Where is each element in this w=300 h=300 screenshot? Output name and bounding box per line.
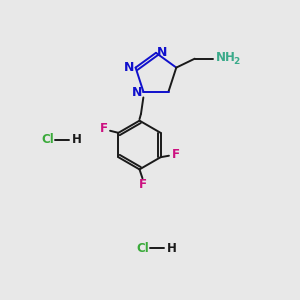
Text: H: H bbox=[167, 242, 177, 255]
Text: N: N bbox=[132, 85, 142, 99]
Text: F: F bbox=[100, 122, 107, 135]
Text: F: F bbox=[139, 178, 146, 191]
Text: N: N bbox=[157, 46, 168, 59]
Text: NH: NH bbox=[216, 51, 236, 64]
Text: N: N bbox=[124, 61, 134, 74]
Text: Cl: Cl bbox=[41, 133, 54, 146]
Text: F: F bbox=[172, 148, 179, 161]
Text: H: H bbox=[72, 133, 82, 146]
Text: 2: 2 bbox=[233, 57, 239, 66]
Text: Cl: Cl bbox=[136, 242, 149, 255]
